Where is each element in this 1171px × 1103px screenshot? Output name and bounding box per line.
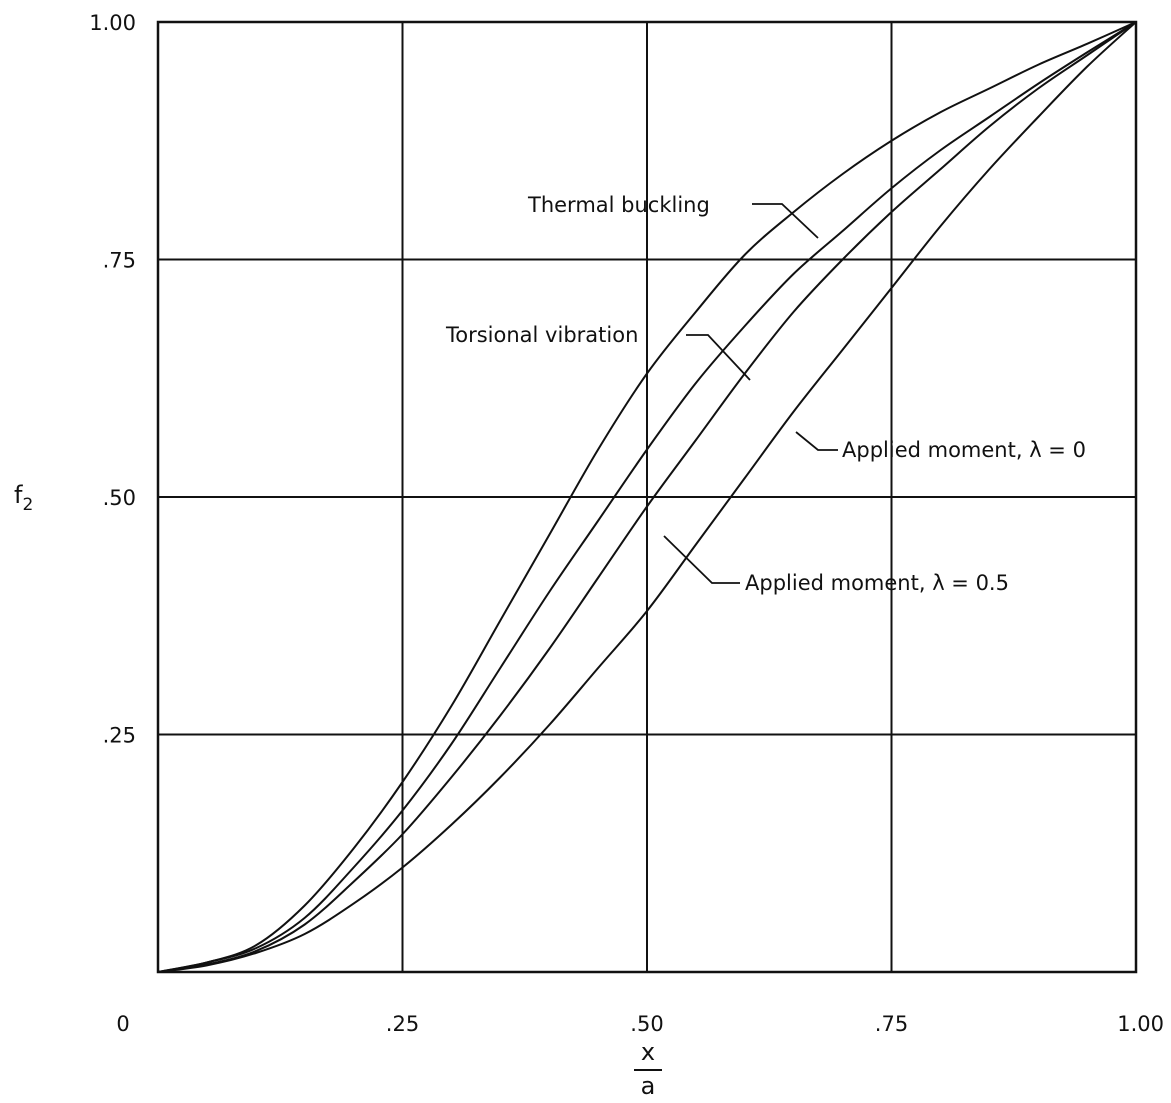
y-axis-label-subscript: 2: [22, 495, 33, 515]
x-tick-labels: 0 .25 .50 .75 1.00: [116, 1012, 1164, 1036]
plot-frame: [156, 20, 1138, 974]
series-line-torsional-vibration: [157, 21, 1137, 973]
leader-thermal-buckling: [752, 203, 819, 239]
series-line-thermal-buckling: [157, 21, 1137, 973]
x-tick-label-0: 0: [116, 1012, 129, 1036]
curves: [157, 21, 1137, 973]
annotation-torsional-vibration-text: Torsional vibration: [445, 323, 638, 347]
x-tick-label-1: .25: [386, 1012, 419, 1036]
annotation-thermal-buckling-text: Thermal buckling: [527, 193, 710, 217]
annotation-applied-moment-0-text: Applied moment, λ = 0: [842, 438, 1086, 462]
grid: [158, 22, 1136, 972]
leader-applied-moment-0: [795, 431, 838, 451]
y-axis-label-base: f: [14, 481, 23, 509]
x-axis-label-denominator: a: [641, 1072, 656, 1100]
annotation-thermal-buckling: Thermal buckling: [527, 193, 819, 239]
series-line-applied-moment-0-5: [157, 21, 1137, 973]
series-line-applied-moment-0: [157, 21, 1137, 973]
y-tick-label-3: 1.00: [89, 11, 136, 35]
leader-torsional-vibration: [686, 334, 751, 381]
x-tick-label-3: .75: [875, 1012, 908, 1036]
annotation-torsional-vibration: Torsional vibration: [445, 323, 751, 381]
x-tick-label-2: .50: [630, 1012, 663, 1036]
y-axis-label: f2: [14, 481, 33, 515]
annotation-applied-moment-05-text: Applied moment, λ = 0.5: [745, 571, 1009, 595]
x-axis-label-numerator: x: [641, 1038, 655, 1066]
y-tick-labels: .25 .50 .75 1.00: [89, 11, 136, 748]
x-tick-label-4: 1.00: [1117, 1012, 1164, 1036]
annotation-applied-moment-0: Applied moment, λ = 0: [795, 431, 1086, 462]
y-tick-label-2: .75: [103, 249, 136, 273]
y-tick-label-1: .50: [103, 486, 136, 510]
annotation-applied-moment-05: Applied moment, λ = 0.5: [663, 535, 1009, 595]
x-axis-label: x a: [634, 1038, 662, 1100]
y-tick-label-0: .25: [103, 724, 136, 748]
leader-applied-moment-05: [663, 535, 740, 584]
